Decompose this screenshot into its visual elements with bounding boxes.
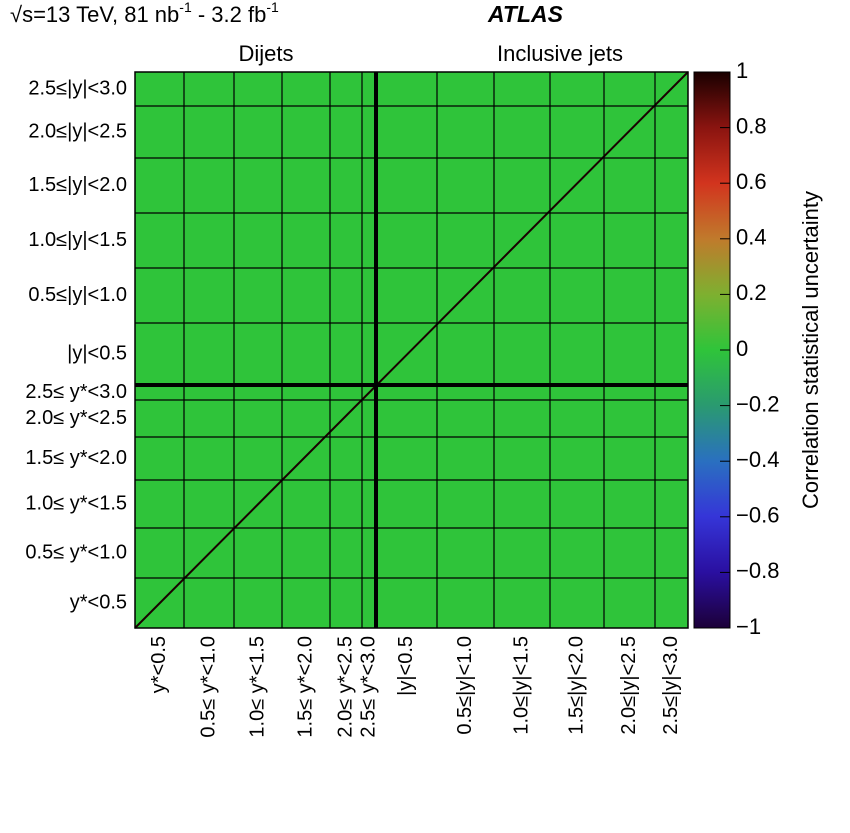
y-tick-label: 2.5≤|y|<3.0 bbox=[28, 77, 127, 99]
colorbar-tick-label: 1 bbox=[736, 58, 748, 83]
colorbar-tick-label: −0.4 bbox=[736, 447, 779, 472]
x-tick-label: 1.5≤ y*<2.0 bbox=[294, 636, 316, 738]
x-tick-label: 2.0≤ y*<2.5 bbox=[334, 636, 356, 738]
y-tick-label: 0.5≤|y|<1.0 bbox=[28, 284, 127, 306]
x-tick-label: 0.5≤|y|<1.0 bbox=[454, 636, 476, 735]
y-tick-label: 2.5≤ y*<3.0 bbox=[25, 381, 127, 403]
y-tick-label: 1.0≤ y*<1.5 bbox=[25, 492, 127, 514]
x-tick-label: 1.0≤ y*<1.5 bbox=[246, 636, 268, 738]
colorbar-tick-label: 0.4 bbox=[736, 225, 767, 250]
x-tick-label: 1.0≤|y|<1.5 bbox=[510, 636, 532, 735]
y-tick-label: y*<0.5 bbox=[70, 591, 127, 613]
title-part: - 3.2 fb bbox=[192, 2, 267, 27]
colorbar-tick-label: 0.8 bbox=[736, 113, 767, 138]
plot-frame bbox=[134, 71, 689, 629]
y-tick-label: 1.5≤|y|<2.0 bbox=[28, 174, 127, 196]
experiment-label: ATLAS bbox=[487, 1, 564, 27]
colorbar-label: Correlation statistical uncertainty bbox=[798, 191, 823, 509]
colorbar-tick-label: −0.8 bbox=[736, 558, 779, 583]
colorbar-tick-label: −0.2 bbox=[736, 391, 779, 416]
x-tick-label: 1.5≤|y|<2.0 bbox=[565, 636, 587, 735]
diagonal bbox=[134, 71, 689, 629]
colorbar-tick-label: 0 bbox=[736, 336, 748, 361]
colorbar-tick-label: −1 bbox=[736, 614, 761, 639]
title-part: √s=13 TeV, 81 nb bbox=[10, 2, 179, 27]
chart-title: √s=13 TeV, 81 nb-1 - 3.2 fb-1 bbox=[10, 0, 279, 27]
group-label: Dijets bbox=[238, 41, 293, 66]
x-tick-label: 2.5≤ y*<3.0 bbox=[357, 636, 379, 738]
y-tick-label: |y|<0.5 bbox=[67, 342, 127, 364]
group-label: Inclusive jets bbox=[497, 41, 623, 66]
y-tick-label: 1.0≤|y|<1.5 bbox=[28, 229, 127, 251]
title-part: -1 bbox=[179, 0, 192, 15]
x-tick-label: y*<0.5 bbox=[148, 636, 170, 693]
x-tick-label: 2.5≤|y|<3.0 bbox=[660, 636, 682, 735]
colorbar-tick-label: 0.6 bbox=[736, 169, 767, 194]
title-part: -1 bbox=[266, 0, 279, 15]
y-tick-label: 2.0≤ y*<2.5 bbox=[25, 407, 127, 429]
x-tick-label: 2.0≤|y|<2.5 bbox=[618, 636, 640, 735]
x-tick-label: |y|<0.5 bbox=[395, 636, 417, 696]
y-tick-label: 1.5≤ y*<2.0 bbox=[25, 447, 127, 469]
colorbar-tick-label: 0.2 bbox=[736, 280, 767, 305]
y-tick-label: 0.5≤ y*<1.0 bbox=[25, 541, 127, 563]
colorbar-tick-label: −0.6 bbox=[736, 503, 779, 528]
y-tick-label: 2.0≤|y|<2.5 bbox=[28, 120, 127, 142]
x-tick-label: 0.5≤ y*<1.0 bbox=[197, 636, 219, 738]
